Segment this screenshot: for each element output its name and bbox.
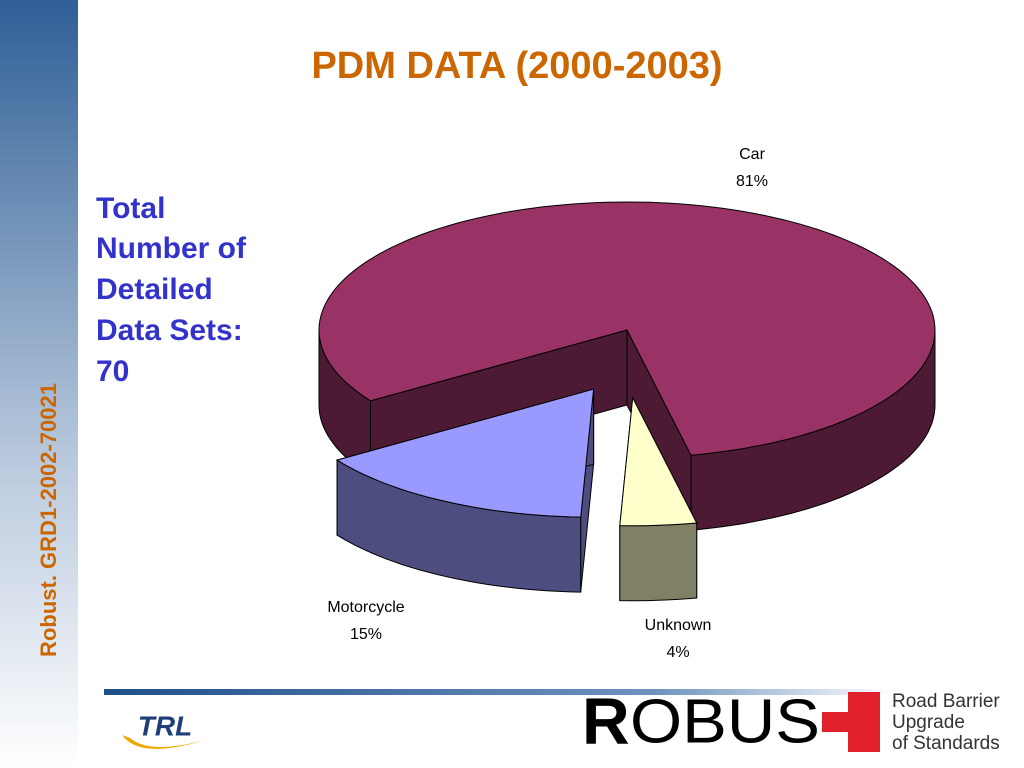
slice-label: Car	[739, 146, 765, 163]
slice-value-label: 4%	[666, 644, 689, 661]
footer-rule	[104, 689, 894, 695]
pie-chart: Car 81% Motorcycle 15% Unknown 4%	[318, 146, 936, 661]
side-note-line: Data Sets:	[96, 314, 243, 347]
tagline: Road Barrier	[892, 691, 1000, 712]
pie-slice	[335, 388, 595, 518]
side-note-line: Total	[96, 192, 165, 225]
tagline: Upgrade	[892, 712, 965, 733]
trl-text: TRL	[138, 710, 192, 741]
trl-swoosh	[122, 735, 205, 749]
logo-r: R	[582, 683, 630, 757]
pie-slice	[318, 201, 936, 456]
pie-slice	[619, 396, 698, 527]
trl-logo: TRL	[122, 710, 205, 749]
slice-label: Motorcycle	[327, 599, 404, 616]
tagline: of Standards	[892, 733, 1000, 754]
vertical-text: Robust. GRD1-2002-70021	[36, 383, 61, 657]
slice-label: Unknown	[645, 617, 712, 634]
side-note-line: Number of	[96, 232, 247, 265]
side-note-line: 70	[96, 355, 129, 388]
logo-cross	[822, 692, 880, 752]
robust-logo: R OBUS Road Barrier Upgrade of Standards	[582, 683, 1000, 757]
side-note: Total Number of Detailed Data Sets: 70	[96, 192, 247, 388]
slice-value-label: 81%	[736, 173, 768, 190]
side-band	[0, 0, 78, 768]
chart-title: PDM DATA (2000-2003)	[311, 45, 722, 87]
logo-obus: OBUS	[630, 687, 820, 756]
side-note-line: Detailed	[96, 273, 213, 306]
slice-value-label: 15%	[350, 626, 382, 643]
slice-side	[619, 522, 698, 602]
